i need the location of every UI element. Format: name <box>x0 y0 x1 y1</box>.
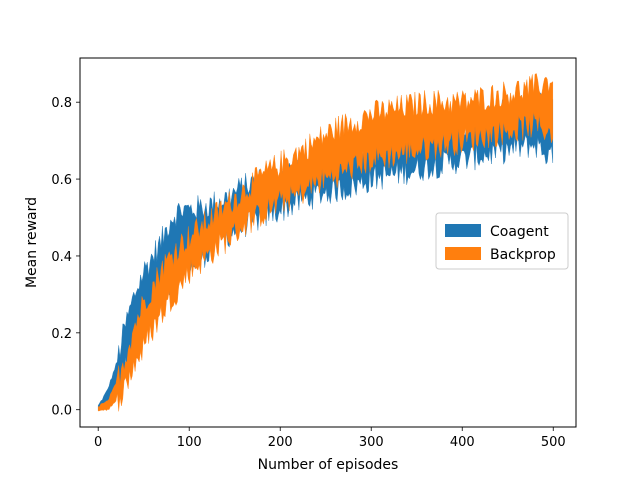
x-axis-label: Number of episodes <box>258 457 399 473</box>
y-tick-label: 0.2 <box>51 327 72 342</box>
x-tick-label: 300 <box>359 435 384 450</box>
y-axis-ticks: 0.0 0.2 0.4 0.6 0.8 <box>51 96 80 419</box>
y-axis-label: Mean reward <box>24 197 40 288</box>
x-tick-label: 500 <box>541 435 566 450</box>
series-bands <box>98 73 553 412</box>
legend-swatch-coagent <box>445 224 481 237</box>
x-tick-label: 200 <box>268 435 293 450</box>
y-tick-label: 0.0 <box>51 404 72 419</box>
legend-label-coagent: Coagent <box>490 224 549 240</box>
legend-label-backprop: Backprop <box>490 247 556 263</box>
x-tick-label: 0 <box>94 435 102 450</box>
y-tick-label: 0.6 <box>51 173 72 188</box>
legend: Coagent Backprop <box>435 212 569 270</box>
y-tick-label: 0.8 <box>51 96 72 111</box>
x-tick-label: 400 <box>450 435 475 450</box>
plot-frame <box>79 57 577 428</box>
x-axis-ticks: 0 100 200 300 400 500 <box>94 427 566 450</box>
band-backprop <box>98 73 553 412</box>
y-tick-label: 0.4 <box>51 250 72 265</box>
legend-swatch-backprop <box>445 247 481 260</box>
x-tick-label: 100 <box>177 435 202 450</box>
